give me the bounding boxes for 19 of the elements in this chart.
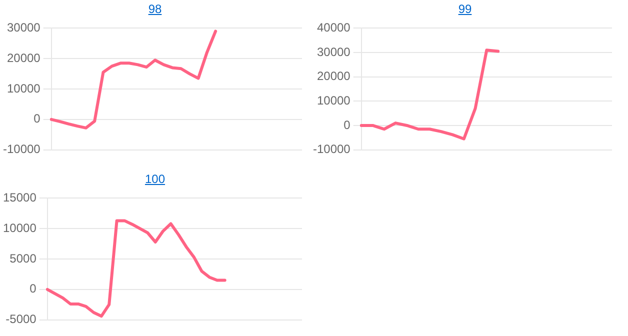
y-tick-label: 20000: [6, 50, 41, 65]
y-tick-label: -5000: [6, 312, 37, 326]
y-tick-label: 15000: [2, 190, 37, 205]
y-tick-label: 5000: [10, 251, 37, 266]
y-tick-label: 40000: [316, 20, 351, 35]
y-tick-label: 10000: [2, 220, 37, 235]
y-tick-label: -10000: [2, 142, 41, 156]
chart-title: 98: [148, 2, 162, 16]
y-tick-label: 10000: [6, 81, 41, 96]
y-tick-label: -10000: [312, 142, 351, 156]
y-tick-label: 30000: [316, 44, 351, 59]
y-tick-label: 0: [34, 112, 41, 126]
y-tick-label: 0: [30, 282, 37, 296]
chart-title: 100: [144, 172, 166, 186]
y-tick-label: 20000: [316, 69, 351, 84]
chart-title: 99: [458, 2, 472, 16]
y-tick-label: 30000: [6, 20, 41, 35]
y-tick-label: 0: [344, 118, 351, 132]
y-tick-label: 10000: [316, 93, 351, 108]
